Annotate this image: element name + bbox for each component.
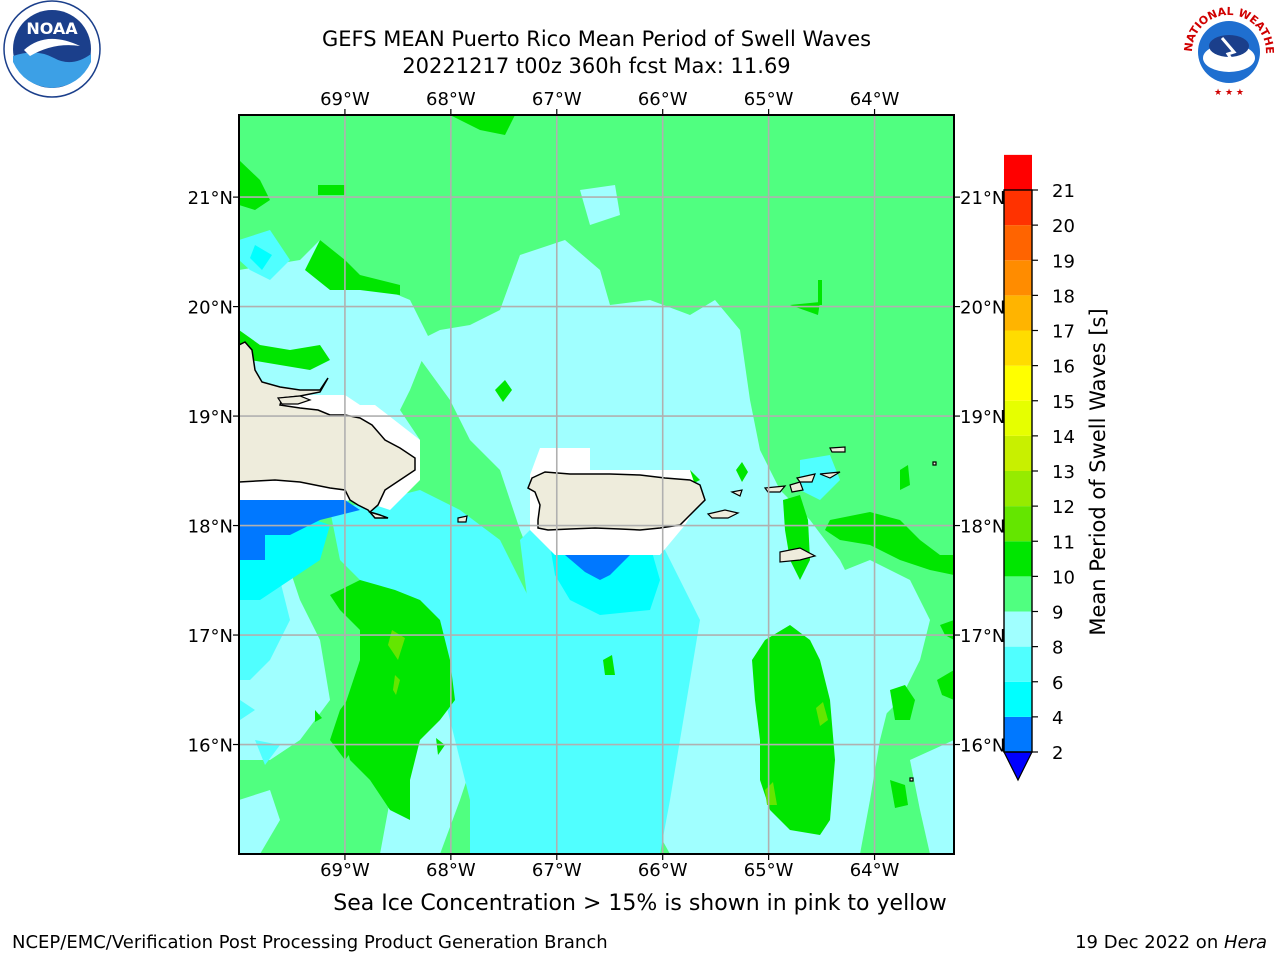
land-hispaniola: [239, 341, 416, 519]
lon-label-bottom: 64°W: [850, 860, 900, 881]
colorbar-segment: [1004, 400, 1032, 436]
lon-label-top: 66°W: [638, 89, 688, 110]
colorbar-tick-label: 10: [1052, 567, 1075, 588]
colorbar-segment: [1004, 646, 1032, 682]
chart-title-line1: GEFS MEAN Puerto Rico Mean Period of Swe…: [321, 27, 872, 51]
colorbar-segment: [1004, 365, 1032, 401]
lon-label-bottom: 68°W: [426, 860, 476, 881]
colorbar-tick-label: 11: [1052, 532, 1075, 553]
lat-label-right: 18°N: [960, 517, 1005, 538]
map-plot-area: [239, 115, 954, 854]
colorbar-tick-label: 6: [1052, 673, 1063, 694]
colorbar-segment: [1004, 716, 1032, 752]
colorbar-tick-label: 21: [1052, 181, 1075, 202]
lat-label-right: 19°N: [960, 407, 1005, 428]
lat-label-left: 16°N: [188, 736, 233, 757]
lon-label-top: 69°W: [320, 89, 370, 110]
lat-label-right: 17°N: [960, 626, 1005, 647]
colorbar-tick-label: 19: [1052, 251, 1075, 272]
colorbar-segment: [1004, 435, 1032, 471]
lat-label-right: 21°N: [960, 188, 1005, 209]
colorbar-tick-label: 8: [1052, 638, 1063, 659]
lon-label-top: 65°W: [744, 89, 794, 110]
colorbar-tick-label: 16: [1052, 357, 1075, 378]
colorbar-tick-label: 15: [1052, 392, 1075, 413]
footer-left: NCEP/EMC/Verification Post Processing Pr…: [12, 932, 608, 953]
colorbar-segment: [1004, 541, 1032, 577]
land-small-islands: [457, 446, 937, 782]
contour-level-6-8: [239, 230, 840, 854]
colorbar-tick-label: 2: [1052, 743, 1063, 764]
lat-label-left: 20°N: [188, 298, 233, 319]
footer-date: 19 Dec 2022 on: [1075, 932, 1224, 953]
colorbar-segment: [1004, 681, 1032, 717]
land-puerto-rico: [527, 471, 706, 531]
land-gonave-coast: [276, 395, 312, 405]
colorbar-tick-label: 9: [1052, 603, 1063, 624]
lon-labels-bottom: 69°W 68°W 67°W 66°W 65°W 64°W: [320, 860, 900, 881]
lat-label-left: 18°N: [188, 517, 233, 538]
colorbar-tick-label: 18: [1052, 286, 1075, 307]
colorbar-segment: [1004, 506, 1032, 542]
colorbar-tick-label: 17: [1052, 322, 1075, 343]
noaa-logo: NOAA: [0, 0, 104, 104]
colorbar-segment: [1004, 330, 1032, 366]
colorbar-tick-label: 13: [1052, 462, 1075, 483]
colorbar-segment: [1004, 190, 1032, 226]
lon-label-bottom: 66°W: [638, 860, 688, 881]
colorbar-segment: [1004, 260, 1032, 296]
lon-label-top: 67°W: [532, 89, 582, 110]
footer-right: 19 Dec 2022 on Hera: [1075, 932, 1267, 953]
noaa-wordmark: NOAA: [26, 19, 78, 38]
lat-label-left: 21°N: [188, 188, 233, 209]
colorbar-segment: [1004, 295, 1032, 331]
colorbar-tick-label: 14: [1052, 427, 1075, 448]
colorbar-segment: [1004, 225, 1032, 261]
colorbar-label: Mean Period of Swell Waves [s]: [1086, 308, 1110, 635]
lon-label-bottom: 65°W: [744, 860, 794, 881]
lat-label-right: 20°N: [960, 298, 1005, 319]
contour-level-2-4: [239, 500, 630, 580]
lon-label-bottom: 67°W: [532, 860, 582, 881]
colorbar-tick-label: 20: [1052, 216, 1075, 237]
map-frame: [238, 114, 955, 855]
lat-labels-left: 21°N 20°N 19°N 18°N 17°N 16°N: [188, 188, 233, 756]
lon-label-bottom: 69°W: [320, 860, 370, 881]
lat-label-right: 16°N: [960, 736, 1005, 757]
colorbar-segment: [1004, 611, 1032, 647]
nws-logo: NATIONAL WEATHER SERVICE ★ ★ ★: [1174, 0, 1280, 104]
lon-label-top: 64°W: [850, 89, 900, 110]
chart-title-line2: 20221217 t00z 360h fcst Max: 11.69: [402, 54, 791, 78]
graticule: [233, 109, 960, 860]
colorbar-tick-label: 4: [1052, 708, 1063, 729]
svg-text:★ ★ ★: ★ ★ ★: [1214, 88, 1244, 98]
lat-label-left: 19°N: [188, 407, 233, 428]
colorbar-under-triangle: [1003, 751, 1033, 782]
colorbar-segment: [1004, 154, 1032, 190]
sea-ice-caption: Sea Ice Concentration > 15% is shown in …: [333, 891, 947, 916]
footer-machine: Hera: [1223, 932, 1267, 953]
lon-label-top: 68°W: [426, 89, 476, 110]
lat-labels-right: 21°N 20°N 19°N 18°N 17°N 16°N: [960, 188, 1005, 756]
colorbar-segment: [1004, 576, 1032, 612]
lat-label-left: 17°N: [188, 626, 233, 647]
colorbar-segment: [1004, 471, 1032, 507]
colorbar-tick-label: 12: [1052, 497, 1075, 518]
colorbar: 2 4 6 8 9 10 11 12 13 14 15 16 17 18 19 20 21: [1003, 154, 1075, 782]
lon-labels-top: 69°W 68°W 67°W 66°W 65°W 64°W: [320, 89, 900, 110]
